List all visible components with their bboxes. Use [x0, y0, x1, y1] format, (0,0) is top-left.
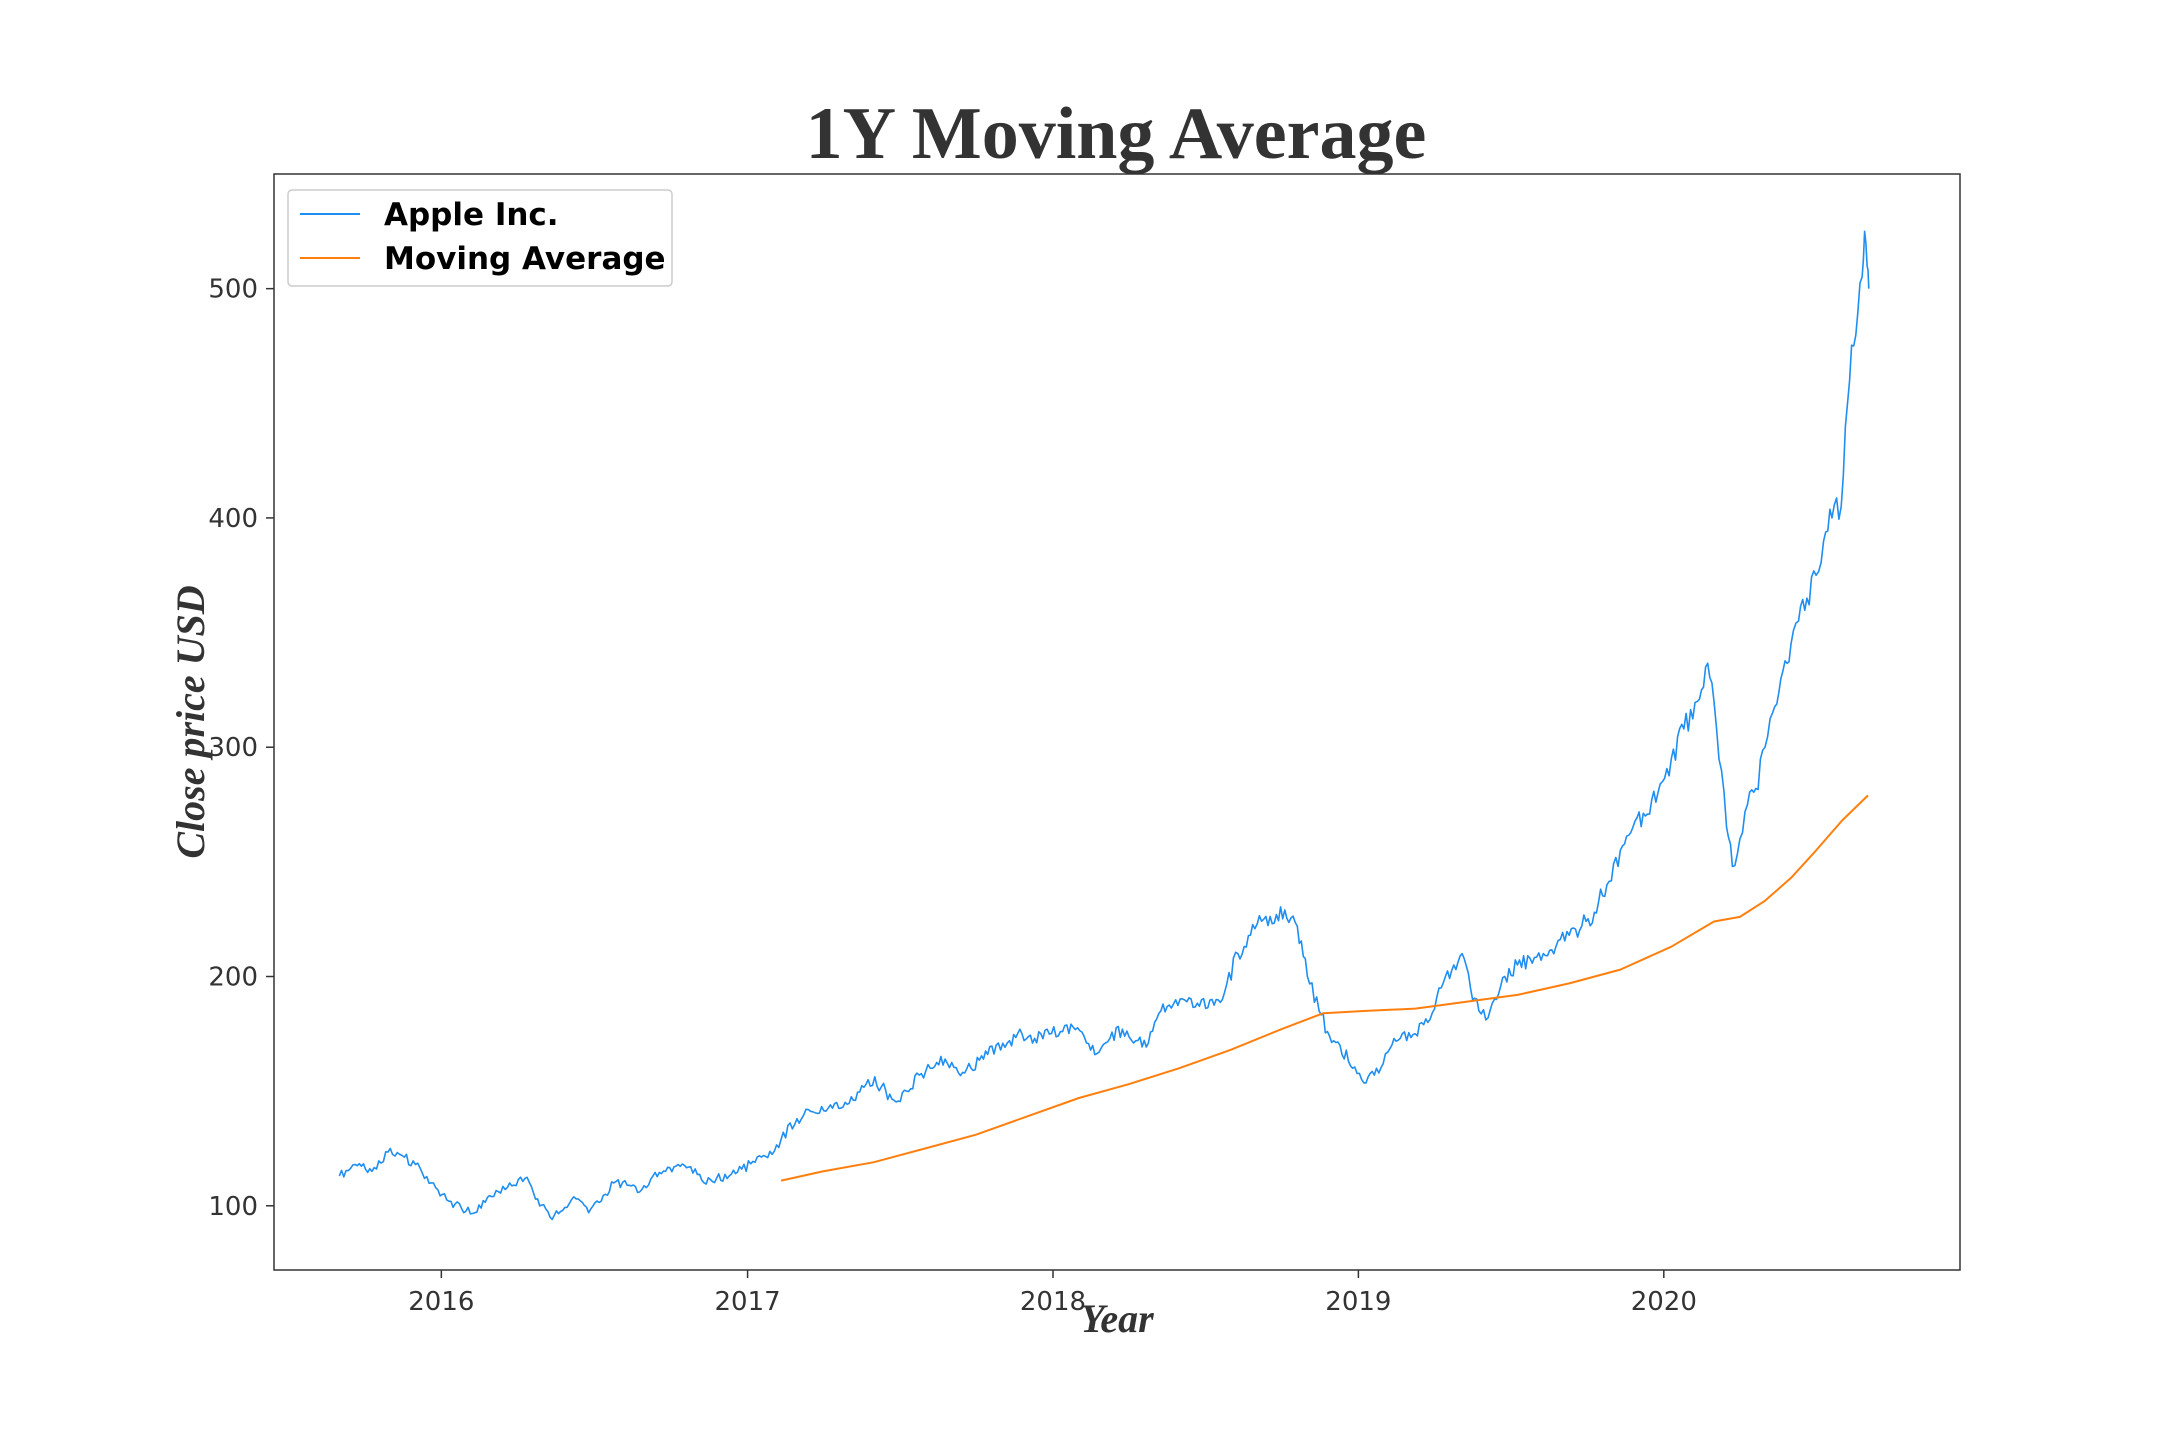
x-tick-label: 2018: [1020, 1287, 1086, 1317]
y-tick-label: 300: [208, 733, 258, 763]
x-tick-label: 2017: [715, 1287, 781, 1317]
legend-label-moving-average: Moving Average: [384, 241, 666, 277]
x-axis-label: Year: [1080, 1296, 1154, 1341]
y-tick-label: 200: [208, 963, 258, 993]
series-layer: [338, 230, 1870, 1221]
x-tick-label: 2020: [1631, 1287, 1697, 1317]
chart-title: 1Y Moving Average: [806, 93, 1427, 175]
y-tick-label: 500: [208, 275, 258, 305]
legend-label-apple: Apple Inc.: [384, 197, 559, 233]
x-tick-label: 2019: [1325, 1287, 1391, 1317]
legend: Apple Inc. Moving Average: [287, 189, 673, 287]
series-line-moving-average: [780, 794, 1869, 1182]
legend-box: [287, 189, 673, 287]
series-line-apple: [338, 230, 1870, 1221]
y-tick-label: 100: [208, 1192, 258, 1222]
x-axis-ticks: 2016 2017 2018 2019 2020: [408, 1270, 1697, 1317]
y-tick-label: 400: [208, 504, 258, 534]
y-axis-label: Close price USD: [168, 585, 213, 858]
x-tick-label: 2016: [408, 1287, 474, 1317]
plot-area-frame: [273, 173, 1961, 1271]
y-axis-ticks: 100 200 300 400 500: [208, 275, 274, 1222]
